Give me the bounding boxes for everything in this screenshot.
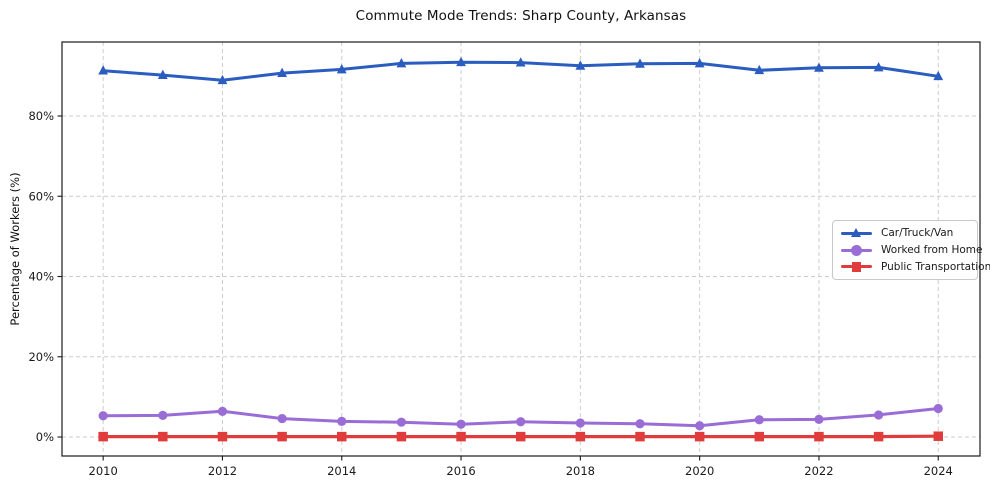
legend-triangle-marker-icon: [841, 226, 872, 240]
marker-square-icon: [158, 431, 168, 442]
marker-circle-icon: [98, 411, 108, 421]
axes-frame: [61, 41, 981, 457]
x-tick-label: 2010: [89, 464, 118, 478]
marker-triangle-icon: [217, 74, 228, 85]
legend: Car/Truck/Van Worked from Home Public Tr…: [832, 220, 990, 280]
marker-circle-icon: [873, 410, 884, 420]
marker-triangle-icon: [635, 58, 645, 68]
marker-triangle-icon: [754, 64, 765, 75]
legend-label-car-truck-van: Car/Truck/Van: [881, 227, 954, 240]
marker-triangle-icon: [694, 58, 705, 68]
marker-circle-icon: [396, 417, 407, 427]
marker-square-icon: [277, 431, 287, 442]
x-tick-label: 2018: [566, 464, 595, 478]
marker-square-icon: [933, 431, 943, 441]
marker-square-icon: [575, 431, 586, 442]
marker-circle-icon: [337, 416, 347, 426]
x-tick-label: 2022: [804, 464, 833, 478]
marker-circle-icon: [695, 421, 705, 431]
legend-square-marker-icon: [841, 260, 872, 274]
marker-triangle-icon: [98, 65, 109, 75]
marker-triangle-icon: [515, 57, 526, 67]
marker-circle-icon: [217, 406, 228, 416]
marker-square-icon: [456, 431, 466, 442]
y-tick-label: 40%: [28, 270, 54, 284]
marker-square-icon: [337, 431, 347, 442]
chart-title: Commute Mode Trends: Sharp County, Arkan…: [355, 8, 687, 24]
marker-square-icon: [217, 431, 228, 442]
marker-circle-icon: [277, 413, 287, 424]
marker-square-icon: [873, 431, 884, 442]
legend-item-public-transportation: Public Transportation: [841, 259, 990, 274]
y-tick-label: 20%: [28, 350, 54, 364]
x-tick-label: 2012: [208, 464, 237, 478]
x-tick-label: 2024: [924, 464, 953, 478]
marker-triangle-icon: [456, 56, 466, 67]
marker-triangle-icon: [814, 62, 824, 72]
marker-square-icon: [754, 431, 765, 442]
marker-circle-icon: [575, 418, 585, 428]
marker-triangle-icon: [336, 64, 347, 74]
y-tick-label: 60%: [28, 189, 54, 203]
marker-circle-icon: [456, 419, 466, 429]
x-tick-label: 2016: [446, 464, 475, 478]
legend-item-car-truck-van: Car/Truck/Van: [841, 226, 969, 241]
marker-triangle-icon: [277, 67, 288, 77]
marker-square-icon: [515, 431, 526, 442]
x-tick-label: 2020: [685, 464, 714, 478]
marker-triangle-icon: [575, 60, 586, 70]
marker-circle-icon: [516, 417, 526, 427]
marker-circle-icon: [933, 403, 943, 414]
marker-square-icon: [694, 431, 705, 442]
marker-triangle-icon: [396, 58, 407, 68]
marker-square-icon: [635, 431, 645, 442]
marker-square-icon: [396, 431, 407, 442]
x-tick-label: 2014: [327, 464, 356, 478]
marker-circle-icon: [754, 415, 764, 425]
marker-circle-icon: [814, 414, 824, 424]
y-tick-label: 0%: [36, 430, 54, 444]
marker-triangle-icon: [933, 70, 944, 81]
marker-circle-icon: [635, 419, 645, 429]
marker-square-icon: [98, 431, 108, 442]
legend-circle-marker-icon: [841, 243, 872, 257]
legend-item-worked-from-home: Worked from Home: [841, 243, 982, 258]
y-tick-label: 80%: [28, 109, 54, 123]
marker-circle-icon: [158, 410, 168, 420]
marker-triangle-icon: [157, 69, 168, 79]
marker-square-icon: [814, 431, 824, 442]
marker-triangle-icon: [873, 62, 884, 72]
legend-label-public-transportation: Public Transportation: [881, 260, 990, 273]
legend-label-worked-from-home: Worked from Home: [881, 244, 983, 256]
